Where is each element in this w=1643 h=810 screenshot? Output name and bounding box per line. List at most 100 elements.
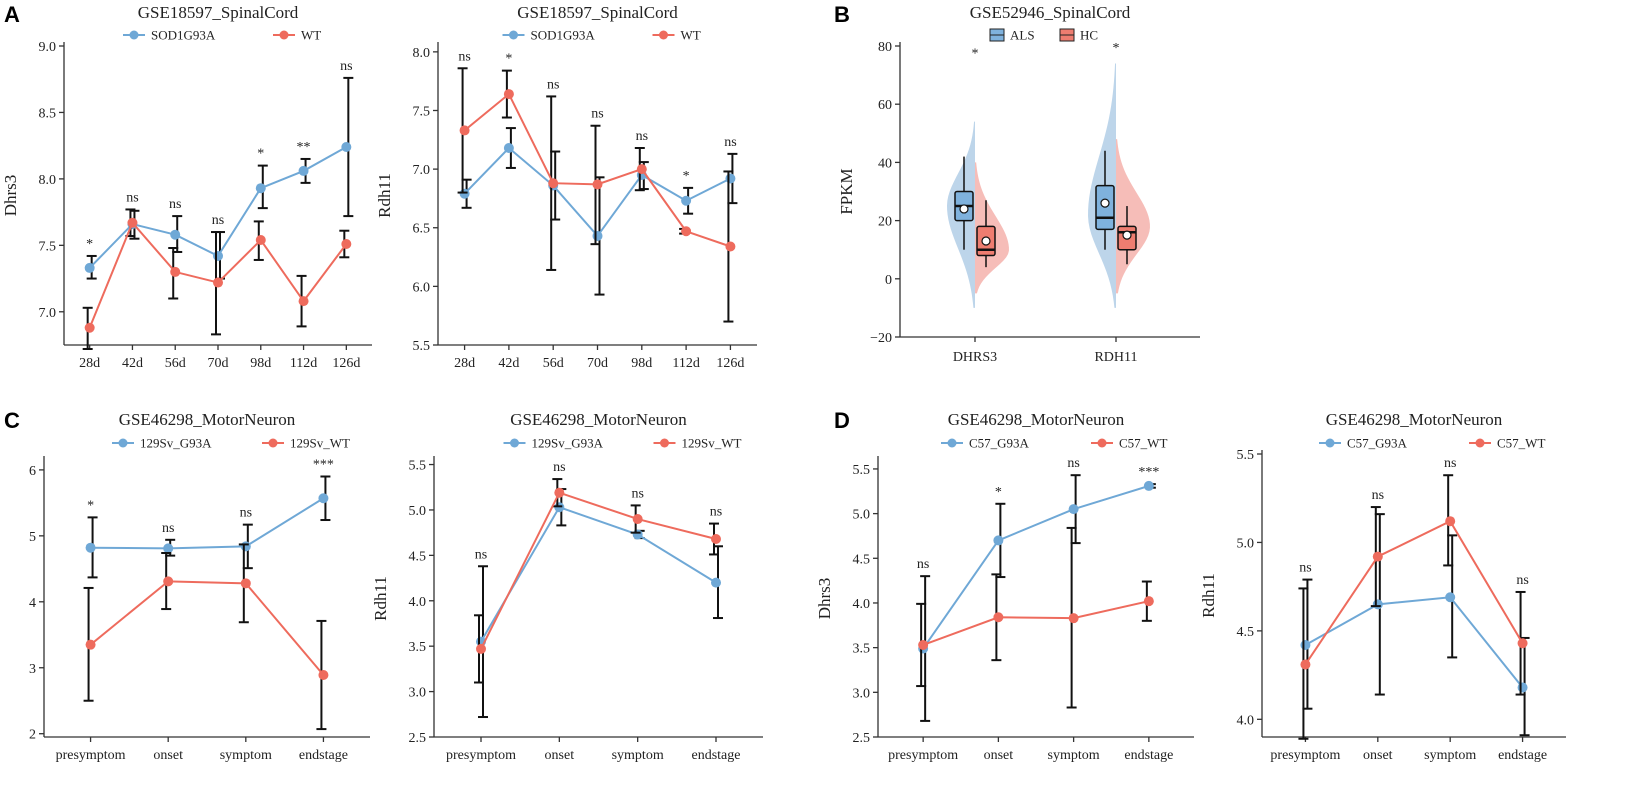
y-tick-label: 3 xyxy=(29,662,36,677)
legend-marker xyxy=(1475,438,1485,448)
chart-a1: GSE18597_SpinalCord Dhrs3 7.0 7.5 8.0 8.5 9.0 2… xyxy=(1,3,372,371)
y-tick-label: 7.0 xyxy=(413,163,431,178)
chart-title: GSE46298_MotorNeuron xyxy=(948,410,1125,429)
series-line xyxy=(480,491,717,650)
y-axis-label: Rdh11 xyxy=(375,173,394,218)
y-tick-label: 80 xyxy=(878,40,892,55)
significance-label: * xyxy=(257,147,264,162)
chart-d2: GSE46298_MotorNeuron Rdh11 4.0 4.5 5.0 5.5 pre… xyxy=(1199,410,1566,763)
x-tick-label: endstage xyxy=(1124,748,1173,763)
y-tick-label: 6 xyxy=(29,464,36,479)
data-point xyxy=(503,89,514,100)
legend-label: WT xyxy=(681,28,701,43)
significance-label: ns xyxy=(636,129,648,144)
data-point xyxy=(592,179,603,190)
x-tick-label: onset xyxy=(1363,748,1393,763)
legend-marker xyxy=(510,438,519,448)
significance-label: *** xyxy=(313,457,334,472)
charts-layer: GSE18597_SpinalCord Dhrs3 7.0 7.5 8.0 8.5 9.0 2… xyxy=(1,3,1566,763)
panel-letter-a: A xyxy=(4,2,20,27)
y-tick-label: 4.5 xyxy=(409,549,427,564)
data-point xyxy=(592,230,603,241)
data-point xyxy=(554,487,565,498)
legend-marker xyxy=(129,30,139,40)
chart-c1: GSE46298_MotorNeuronDhrs323456presymptom… xyxy=(29,410,370,763)
y-tick-label: 4 xyxy=(29,596,36,611)
data-point xyxy=(213,277,223,288)
legend-label: C57_G93A xyxy=(969,436,1030,451)
data-point xyxy=(255,183,266,194)
significance-label: * xyxy=(87,498,94,513)
legend-marker xyxy=(660,438,669,448)
significance-label: ns xyxy=(1516,573,1528,588)
chart-title: GSE18597_SpinalCord xyxy=(517,3,678,22)
x-tick-label: endstage xyxy=(1498,748,1547,763)
y-tick-label: 20 xyxy=(878,215,892,230)
data-point xyxy=(255,235,266,246)
data-point xyxy=(163,543,174,554)
legend-label: HC xyxy=(1080,28,1098,43)
legend-marker xyxy=(1325,438,1335,448)
series-line xyxy=(90,497,324,550)
data-point xyxy=(1068,613,1079,624)
y-tick-label: 2.5 xyxy=(853,731,871,746)
y-tick-label: 5.0 xyxy=(1237,536,1255,551)
y-tick-label: 5 xyxy=(29,530,36,545)
significance-label: * xyxy=(995,485,1002,500)
y-tick-label: 5.0 xyxy=(409,504,427,519)
significance-label: ns xyxy=(1067,456,1079,471)
y-tick-label: 5.5 xyxy=(1237,448,1255,463)
x-tick-label: symptom xyxy=(220,748,272,763)
data-point xyxy=(298,296,309,307)
panel-letter-c: C xyxy=(4,408,20,433)
chart-title: GSE46298_MotorNeuron xyxy=(510,410,687,429)
significance-label: ns xyxy=(240,506,252,521)
legend-label: ALS xyxy=(1010,28,1035,43)
als-box-mean xyxy=(1100,198,1110,208)
x-tick-label: 42d xyxy=(498,356,519,371)
data-point xyxy=(84,262,95,273)
significance-label: ns xyxy=(1372,488,1384,503)
data-point xyxy=(918,639,929,650)
x-tick-label: presymptom xyxy=(888,748,958,763)
data-point xyxy=(170,229,181,240)
y-tick-label: 5.5 xyxy=(853,463,871,478)
significance-label: ns xyxy=(1444,456,1456,471)
x-tick-label: presymptom xyxy=(56,748,126,763)
significance-label: ns xyxy=(458,49,470,64)
legend-marker xyxy=(947,438,957,448)
chart-d1: GSE46298_MotorNeuron Dhrs3 2.5 3.0 3.5 4.0 4.5… xyxy=(815,410,1194,763)
data-point xyxy=(503,143,514,154)
significance-label: * xyxy=(86,237,93,252)
data-point xyxy=(84,322,95,333)
legend-label: 129Sv_G93A xyxy=(532,436,604,451)
y-tick-label: 7.0 xyxy=(39,306,57,321)
data-point xyxy=(1068,504,1079,515)
y-tick-label: 6.5 xyxy=(413,222,431,237)
significance-label: ns xyxy=(710,505,722,520)
data-point xyxy=(170,266,181,277)
y-tick-label: 3.0 xyxy=(853,686,871,701)
x-tick-label: onset xyxy=(153,748,183,763)
legend-marker xyxy=(268,438,278,448)
significance-label: ** xyxy=(297,140,311,155)
data-point xyxy=(1300,659,1311,670)
hc-box-mean xyxy=(981,236,991,246)
data-point xyxy=(725,241,736,252)
x-tick-label: 56d xyxy=(543,356,564,371)
x-tick-label: 126d xyxy=(716,356,744,371)
hc-box-mean xyxy=(1122,230,1132,240)
y-tick-label: 8.0 xyxy=(39,173,57,188)
legend-marker xyxy=(509,30,518,40)
significance-label: * xyxy=(972,47,979,62)
data-point xyxy=(1372,599,1383,610)
panel-letter-d: D xyxy=(834,408,850,433)
x-tick-label: 28d xyxy=(454,356,475,371)
series-line xyxy=(1304,596,1524,689)
y-tick-label: 9.0 xyxy=(39,40,57,55)
y-tick-label: 60 xyxy=(878,98,892,113)
significance-label: ns xyxy=(162,521,174,536)
y-tick-label: 4.5 xyxy=(853,552,871,567)
series-line xyxy=(1304,519,1524,666)
data-point xyxy=(318,670,329,681)
